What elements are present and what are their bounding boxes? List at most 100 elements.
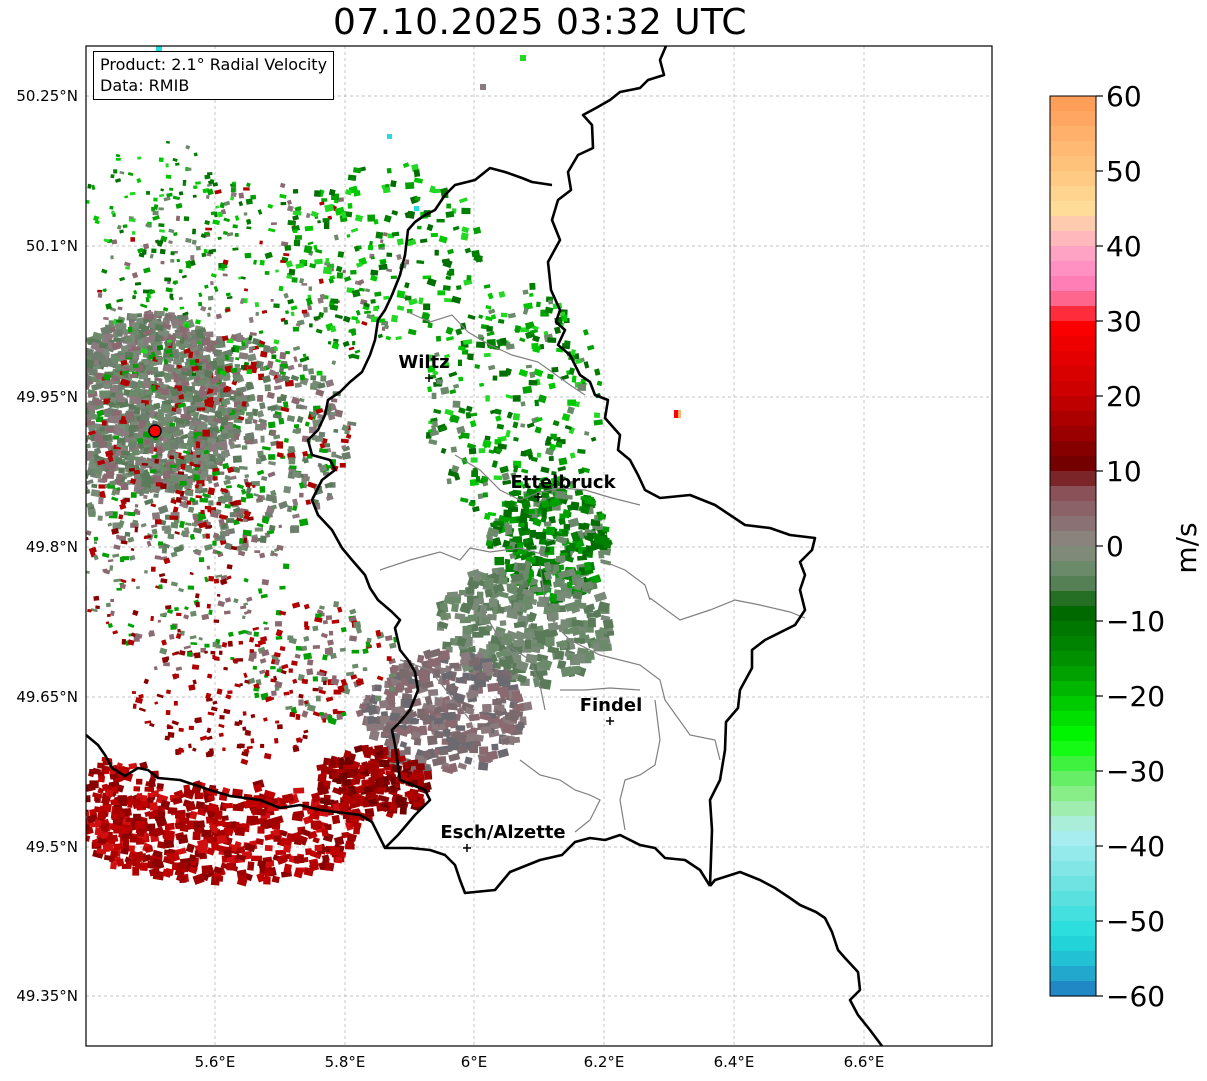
echo-cell xyxy=(232,224,238,229)
colorbar-segment xyxy=(1050,906,1096,922)
echo-cell xyxy=(170,258,175,263)
echo-cell xyxy=(448,268,455,276)
echo-cell xyxy=(184,606,189,611)
colorbar-segment xyxy=(1050,711,1096,727)
echo-cell xyxy=(298,693,304,699)
echo-cell xyxy=(198,292,203,298)
echo-cell xyxy=(406,309,413,314)
echo-cell xyxy=(195,245,201,251)
echo-cell xyxy=(110,850,119,858)
echo-cell xyxy=(219,714,225,720)
echo-cell xyxy=(206,476,211,481)
echo-cell xyxy=(127,536,135,543)
echo-cell xyxy=(302,450,309,457)
echo-cell xyxy=(315,328,323,334)
echo-cell xyxy=(201,252,207,258)
echo-cell xyxy=(339,463,346,468)
echo-cell xyxy=(78,445,83,450)
echo-cell xyxy=(69,435,74,441)
echo-cell xyxy=(224,354,230,361)
echo-cell xyxy=(170,251,175,256)
echo-cell xyxy=(325,379,335,388)
echo-cell xyxy=(241,400,247,407)
echo-cell xyxy=(218,732,224,737)
colorbar-segment xyxy=(1050,591,1096,607)
echo-cell xyxy=(151,248,157,254)
colorbar-segment xyxy=(1050,171,1096,187)
echo-cell xyxy=(266,529,275,535)
colorbar-segment xyxy=(1050,831,1096,847)
echo-cell xyxy=(178,587,184,593)
colorbar-segment xyxy=(1050,141,1096,157)
colorbar-segment xyxy=(1050,531,1096,547)
echo-cell xyxy=(177,834,189,845)
echo-cell xyxy=(98,484,106,489)
echo-cell xyxy=(219,202,226,209)
echo-cell xyxy=(66,381,77,387)
echo-cell xyxy=(198,843,209,854)
echo-cell xyxy=(430,232,438,238)
echo-cell xyxy=(293,787,305,794)
echo-cell xyxy=(529,282,536,290)
echo-cell xyxy=(204,174,211,180)
echo-cell xyxy=(93,554,99,561)
echo-cell xyxy=(148,631,156,637)
echo-cell xyxy=(212,549,218,555)
echo-cell xyxy=(173,701,178,706)
echo-cell xyxy=(163,557,171,565)
echo-cell xyxy=(150,503,157,508)
echo-cell xyxy=(242,529,252,537)
echo-cell xyxy=(488,642,498,652)
echo-cell xyxy=(103,238,110,243)
echo-cell xyxy=(270,489,277,497)
echo-cell xyxy=(227,631,234,638)
echo-cell xyxy=(224,503,232,509)
echo-cell xyxy=(273,346,278,351)
echo-cell xyxy=(318,689,326,695)
echo-cell xyxy=(241,615,246,620)
echo-cell xyxy=(423,750,431,759)
echo-cell xyxy=(505,712,514,720)
echo-cell xyxy=(238,201,244,207)
echo-cell xyxy=(158,157,164,163)
echo-cell xyxy=(260,593,268,599)
echo-cell xyxy=(308,286,313,291)
echo-cell xyxy=(426,223,434,232)
echo-cell xyxy=(149,802,158,811)
echo-cell xyxy=(470,457,478,463)
echo-cell xyxy=(548,299,554,305)
echo-cell xyxy=(186,167,192,171)
echo-cell xyxy=(74,443,85,451)
echo-cell xyxy=(283,485,292,494)
echo-cell xyxy=(139,800,149,808)
echo-cell xyxy=(195,358,200,363)
echo-cell xyxy=(205,227,213,231)
echo-cell xyxy=(67,453,74,458)
echo-cell xyxy=(207,711,215,716)
echo-cell xyxy=(335,454,343,460)
echo-cell xyxy=(225,308,231,312)
echo-cell xyxy=(221,335,229,342)
echo-cell xyxy=(306,668,314,676)
echo-cell xyxy=(311,820,323,830)
echo-cell xyxy=(113,435,120,440)
echo-cell xyxy=(110,255,114,260)
echo-cell xyxy=(349,635,358,642)
echo-cell xyxy=(351,289,361,298)
echo-cell xyxy=(414,206,419,211)
echo-cell xyxy=(563,340,571,347)
echo-cell xyxy=(438,425,448,432)
echo-cell xyxy=(97,775,106,783)
echo-cell xyxy=(493,475,503,481)
echo-cell xyxy=(131,691,136,695)
lon-tick-label: 5.8°E xyxy=(325,1053,366,1071)
echo-cell xyxy=(496,423,505,430)
lat-tick-label: 49.5°N xyxy=(26,838,78,856)
echo-cell xyxy=(266,360,274,369)
echo-cell xyxy=(243,288,249,292)
echo-cell xyxy=(129,380,139,390)
echo-cell xyxy=(212,700,218,705)
echo-cell xyxy=(183,527,190,535)
echo-cell xyxy=(353,190,361,197)
city-label: Esch/Alzette xyxy=(440,822,565,843)
